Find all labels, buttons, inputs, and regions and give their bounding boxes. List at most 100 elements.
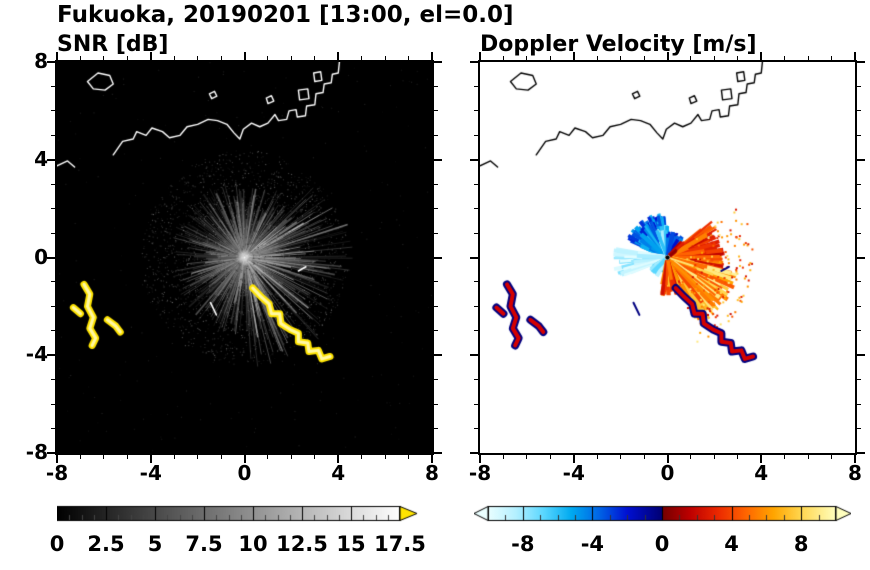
axis-tick <box>314 56 316 60</box>
axis-tick <box>51 305 55 307</box>
axis-tick <box>434 61 442 63</box>
x-tick-label: 8 <box>848 461 862 485</box>
axis-tick <box>126 455 128 459</box>
axis-tick <box>361 455 363 459</box>
axis-tick <box>47 256 55 259</box>
y-tick-label: 4 <box>34 146 48 171</box>
axis-tick <box>666 52 669 60</box>
axis-tick <box>434 110 438 112</box>
axis-tick <box>857 403 861 405</box>
axis-tick <box>474 134 478 136</box>
axis-tick <box>79 455 81 459</box>
axis-tick <box>149 52 152 60</box>
y-tick-label: 0 <box>34 244 48 269</box>
axis-tick <box>290 455 292 459</box>
snr-colorbar-label: 5 <box>147 532 163 556</box>
axis-tick <box>526 455 528 459</box>
axis-tick <box>434 158 442 161</box>
axis-tick <box>173 455 175 459</box>
axis-tick <box>56 455 58 463</box>
axis-tick <box>784 455 786 459</box>
axis-tick <box>434 134 438 136</box>
axis-tick <box>434 256 442 259</box>
axis-tick <box>431 455 433 463</box>
axis-tick <box>51 281 55 283</box>
velocity-panel-title: Doppler Velocity [m/s] <box>480 32 757 57</box>
axis-tick <box>434 232 438 234</box>
snr-colorbar-label: 0 <box>49 532 65 556</box>
y-tick-label: -8 <box>25 440 48 464</box>
axis-tick <box>434 281 438 283</box>
axis-tick <box>596 455 598 459</box>
axis-tick <box>434 403 438 405</box>
axis-tick <box>857 85 861 87</box>
figure-title: Fukuoka, 20190201 [13:00, el=0.0] <box>57 2 514 28</box>
axis-tick <box>549 455 551 459</box>
x-tick-label: -8 <box>45 461 69 485</box>
x-tick-label: 4 <box>754 461 769 485</box>
axis-tick <box>831 56 833 60</box>
axis-tick <box>857 330 861 332</box>
axis-tick <box>502 56 504 60</box>
axis-tick <box>690 455 692 459</box>
snr-colorbar-label: 10 <box>238 532 268 556</box>
axis-tick <box>384 455 386 459</box>
velocity-colorbar <box>474 505 851 522</box>
axis-tick <box>596 56 598 60</box>
velocity-colorbar-label: 8 <box>793 532 809 556</box>
axis-tick <box>290 56 292 60</box>
axis-tick <box>51 208 55 210</box>
axis-tick <box>474 379 478 381</box>
velocity-colorbar-label: -8 <box>511 532 535 556</box>
axis-tick <box>51 379 55 381</box>
axis-tick <box>434 85 438 87</box>
snr-colorbar-label: 7.5 <box>185 532 223 556</box>
axis-tick <box>474 428 478 430</box>
axis-tick <box>470 256 478 259</box>
axis-tick <box>620 56 622 60</box>
axis-tick <box>857 256 865 259</box>
axis-tick <box>474 110 478 112</box>
axis-tick <box>857 232 861 234</box>
axis-tick <box>243 52 246 60</box>
axis-tick <box>474 183 478 185</box>
axis-tick <box>434 305 438 307</box>
axis-tick <box>337 52 340 60</box>
axis-tick <box>760 455 763 463</box>
axis-tick <box>51 85 55 87</box>
axis-tick <box>807 455 809 459</box>
axis-tick <box>173 56 175 60</box>
axis-tick <box>47 61 55 63</box>
axis-tick <box>408 455 410 459</box>
velocity-colorbar-label: 4 <box>724 532 739 556</box>
axis-tick <box>470 61 478 63</box>
snr-colorbar-label: 17.5 <box>374 532 426 556</box>
axis-tick <box>103 56 105 60</box>
axis-tick <box>51 183 55 185</box>
snr-plot-frame <box>55 60 434 455</box>
axis-tick <box>857 61 865 63</box>
axis-tick <box>51 134 55 136</box>
axis-tick <box>149 455 152 463</box>
axis-tick <box>690 56 692 60</box>
y-tick-label: -4 <box>25 342 48 367</box>
axis-tick <box>474 403 478 405</box>
axis-tick <box>857 158 865 161</box>
axis-tick <box>267 56 269 60</box>
axis-tick <box>51 403 55 405</box>
axis-tick <box>643 56 645 60</box>
axis-tick <box>220 455 222 459</box>
axis-tick <box>434 208 438 210</box>
axis-tick <box>807 56 809 60</box>
axis-tick <box>434 379 438 381</box>
axis-tick <box>408 56 410 60</box>
velocity-colorbar-label: 0 <box>654 532 670 556</box>
axis-tick <box>857 134 861 136</box>
axis-tick <box>857 110 861 112</box>
axis-tick <box>502 455 504 459</box>
axis-tick <box>474 208 478 210</box>
x-tick-label: 8 <box>425 461 439 485</box>
axis-tick <box>474 85 478 87</box>
y-tick-label: 8 <box>34 49 48 73</box>
